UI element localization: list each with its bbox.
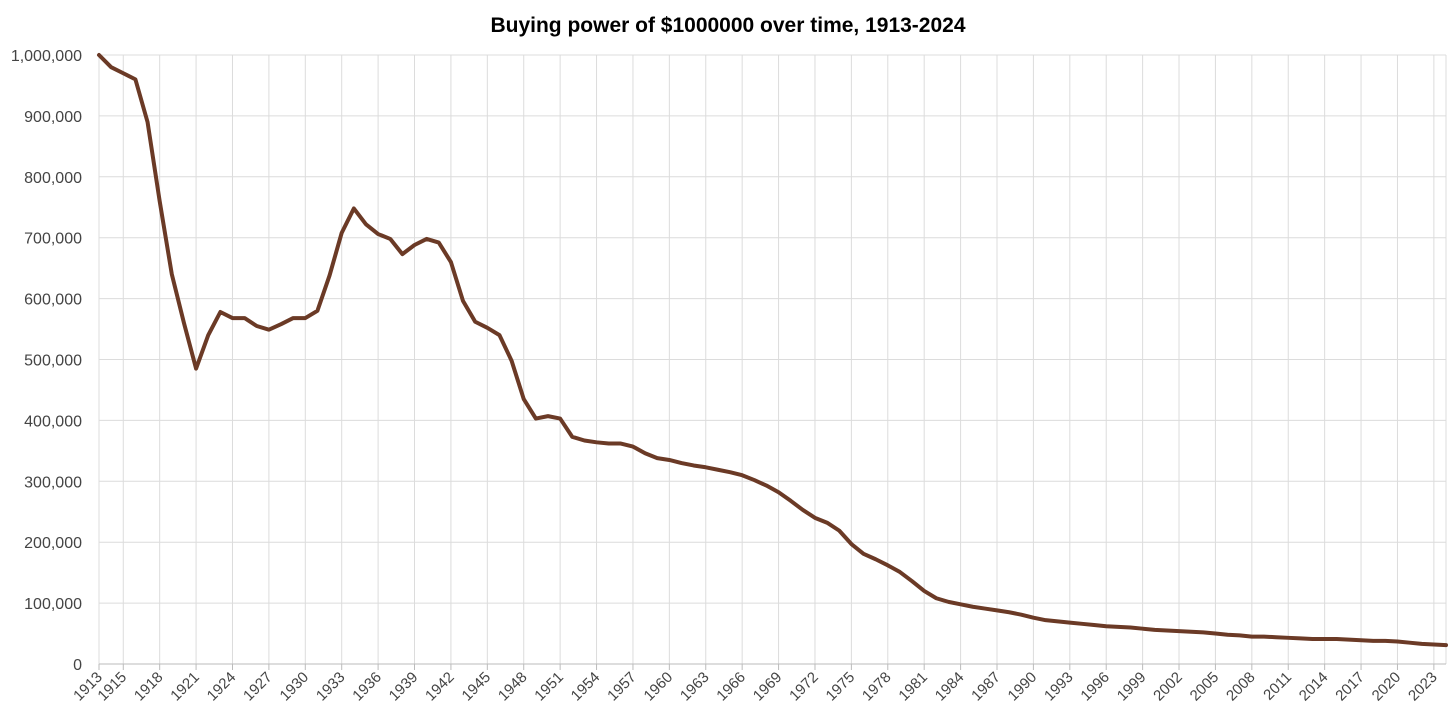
x-tick-label: 1963 <box>677 669 713 705</box>
x-tick-label: 1996 <box>1077 669 1113 705</box>
chart-title: Buying power of $1000000 over time, 1913… <box>490 14 966 37</box>
y-tick-label: 1,000,000 <box>11 48 82 65</box>
x-tick-label: 1981 <box>895 669 931 705</box>
y-tick-label: 800,000 <box>24 170 82 187</box>
y-tick-label: 600,000 <box>24 292 82 309</box>
x-tick-label: 1969 <box>750 669 786 705</box>
x-tick-label: 2023 <box>1405 669 1441 705</box>
x-tick-label: 1993 <box>1041 669 1077 705</box>
x-tick-label: 1945 <box>459 669 495 705</box>
x-tick-label: 1978 <box>859 669 895 705</box>
y-tick-label: 400,000 <box>24 413 82 430</box>
x-tick-label: 1975 <box>823 669 859 705</box>
y-tick-label: 900,000 <box>24 109 82 126</box>
x-tick-label: 1939 <box>386 669 422 705</box>
x-tick-label: 1927 <box>240 669 276 705</box>
y-tick-label: 100,000 <box>24 596 82 613</box>
x-tick-label: 1987 <box>968 669 1004 705</box>
x-tick-label: 1957 <box>604 669 640 705</box>
x-tick-label: 2014 <box>1296 669 1332 705</box>
x-tick-label: 1936 <box>349 669 385 705</box>
grid-layer <box>98 54 1446 665</box>
x-tick-label: 1942 <box>422 669 458 705</box>
x-tick-label: 1930 <box>277 669 313 705</box>
x-tick-label: 1924 <box>204 669 240 705</box>
series-layer <box>97 53 1448 648</box>
x-tick-label: 1951 <box>531 669 567 705</box>
y-tick-label: 300,000 <box>24 474 82 491</box>
axis-layer <box>98 55 1447 670</box>
series-line <box>97 53 1448 648</box>
x-tick-label: 1954 <box>568 669 604 705</box>
x-tick-label: 2020 <box>1369 669 1405 705</box>
tick-label-layer: 0 100,000 200,000 300,000 400,000 500,000 600,… <box>11 48 1441 704</box>
x-tick-label: 1918 <box>131 669 167 705</box>
y-tick-label: 200,000 <box>24 535 82 552</box>
x-tick-label: 1966 <box>713 669 749 705</box>
x-tick-label: 2005 <box>1187 669 1223 705</box>
x-tick-label: 1921 <box>167 669 203 705</box>
x-tick-label: 2002 <box>1150 669 1186 705</box>
x-tick-label: 2017 <box>1332 669 1368 705</box>
y-tick-label: 500,000 <box>24 353 82 370</box>
x-tick-label: 1915 <box>94 669 130 705</box>
x-tick-label: 1990 <box>1005 669 1041 705</box>
x-tick-label: 1948 <box>495 669 531 705</box>
x-tick-label: 1999 <box>1114 669 1150 705</box>
x-tick-label: 1933 <box>313 669 349 705</box>
y-tick-label: 700,000 <box>24 231 82 248</box>
x-tick-label: 1960 <box>641 669 677 705</box>
x-tick-label: 1972 <box>786 669 822 705</box>
x-tick-label: 2008 <box>1223 669 1259 705</box>
x-tick-label: 2011 <box>1260 669 1295 704</box>
x-tick-label: 1984 <box>932 669 968 705</box>
y-tick-label: 0 <box>73 657 82 674</box>
